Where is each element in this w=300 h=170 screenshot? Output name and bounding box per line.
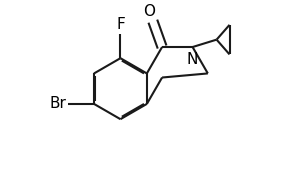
Text: N: N xyxy=(187,52,198,67)
Text: O: O xyxy=(143,4,155,19)
Text: Br: Br xyxy=(50,96,66,111)
Text: F: F xyxy=(116,17,125,32)
